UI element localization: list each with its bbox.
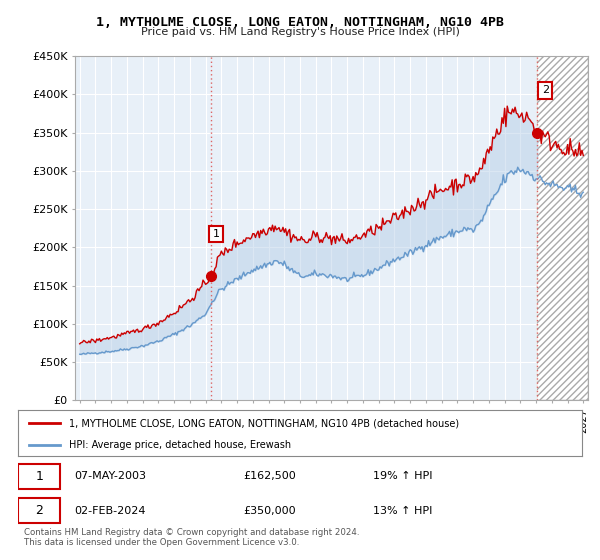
Text: 07-MAY-2003: 07-MAY-2003 [74, 472, 146, 482]
Text: 02-FEB-2024: 02-FEB-2024 [74, 506, 146, 516]
Text: 1: 1 [212, 229, 220, 239]
Text: 13% ↑ HPI: 13% ↑ HPI [373, 506, 433, 516]
Text: £350,000: £350,000 [244, 506, 296, 516]
FancyBboxPatch shape [18, 498, 60, 523]
Text: 1, MYTHOLME CLOSE, LONG EATON, NOTTINGHAM, NG10 4PB (detached house): 1, MYTHOLME CLOSE, LONG EATON, NOTTINGHA… [69, 418, 459, 428]
Text: 2: 2 [35, 504, 43, 517]
Text: 1, MYTHOLME CLOSE, LONG EATON, NOTTINGHAM, NG10 4PB: 1, MYTHOLME CLOSE, LONG EATON, NOTTINGHA… [96, 16, 504, 29]
Text: £162,500: £162,500 [244, 472, 296, 482]
Text: 1: 1 [35, 470, 43, 483]
Text: 19% ↑ HPI: 19% ↑ HPI [373, 472, 433, 482]
Text: 2: 2 [542, 86, 549, 95]
Text: Contains HM Land Registry data © Crown copyright and database right 2024.
This d: Contains HM Land Registry data © Crown c… [24, 528, 359, 547]
Bar [538, 56, 588, 400]
Text: HPI: Average price, detached house, Erewash: HPI: Average price, detached house, Erew… [69, 440, 291, 450]
Text: Price paid vs. HM Land Registry's House Price Index (HPI): Price paid vs. HM Land Registry's House … [140, 27, 460, 37]
FancyBboxPatch shape [18, 464, 60, 489]
Bar [538, 56, 588, 400]
